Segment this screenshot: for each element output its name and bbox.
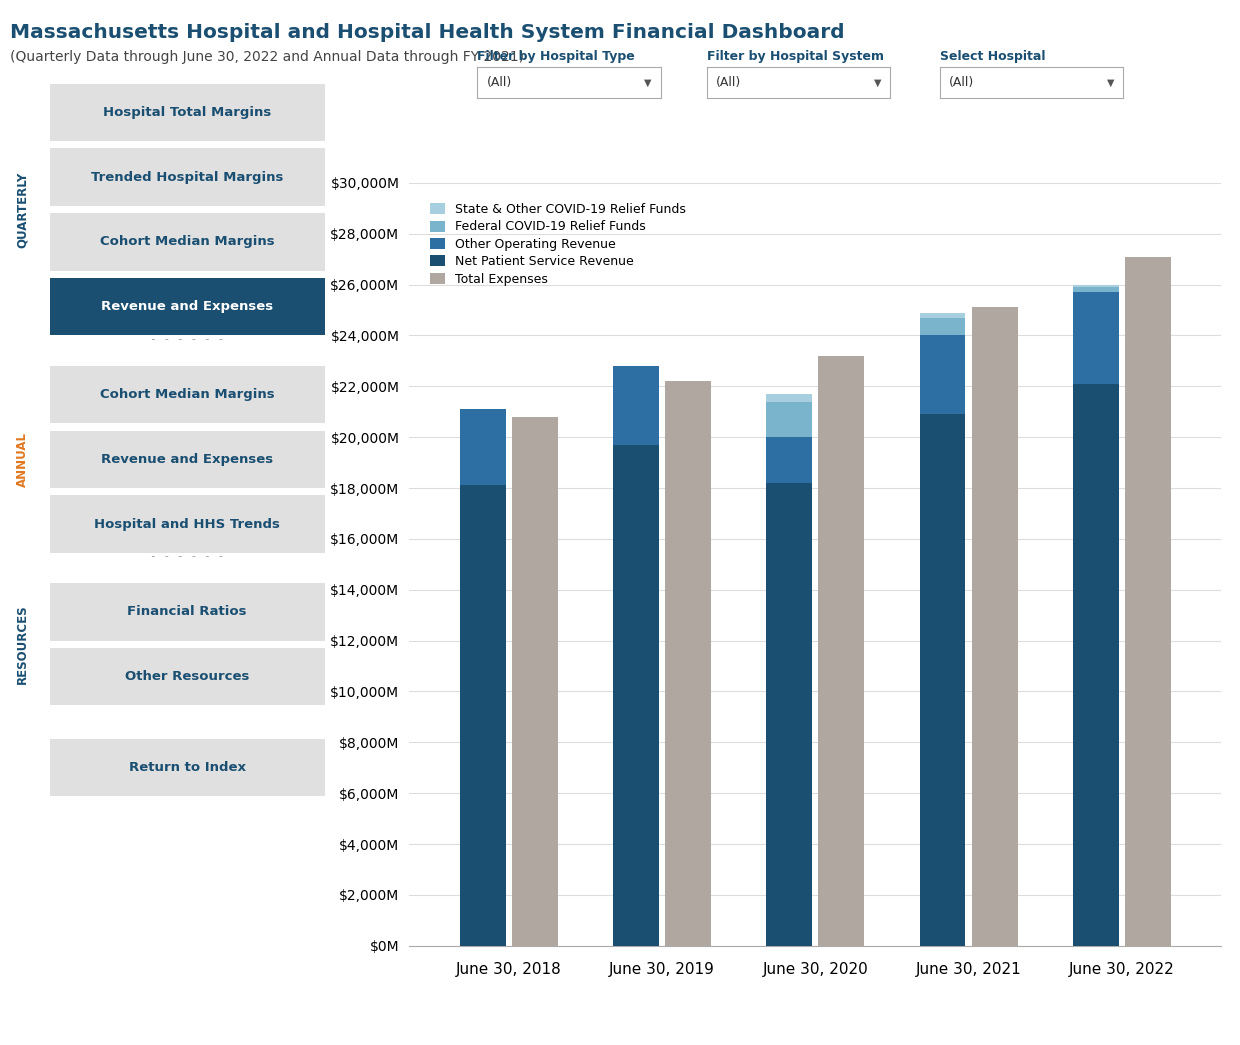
Bar <box>818 355 864 946</box>
Text: - - - - - -: - - - - - - <box>150 334 224 344</box>
Bar <box>766 483 812 946</box>
Text: (All): (All) <box>486 76 512 89</box>
Text: Revenue and Expenses: Revenue and Expenses <box>102 452 273 466</box>
Text: Hospital Total Margins: Hospital Total Margins <box>103 106 272 119</box>
Bar <box>1073 293 1118 384</box>
Bar <box>920 318 966 335</box>
Text: ▼: ▼ <box>874 77 882 88</box>
Text: Hospital and HHS Trends: Hospital and HHS Trends <box>94 517 280 531</box>
Bar <box>920 414 966 946</box>
Bar <box>1125 257 1171 946</box>
Text: Cohort Median Margins: Cohort Median Margins <box>100 388 274 401</box>
Text: (All): (All) <box>715 76 742 89</box>
Bar <box>613 366 658 445</box>
Text: (Quarterly Data through June 30, 2022 and Annual Data through FY 2021): (Quarterly Data through June 30, 2022 an… <box>10 50 525 64</box>
Bar <box>460 410 506 486</box>
Bar <box>766 437 812 483</box>
Text: Cohort Median Margins: Cohort Median Margins <box>100 235 274 249</box>
Text: QUARTERLY: QUARTERLY <box>16 171 29 248</box>
Bar <box>1073 287 1118 293</box>
Text: Massachusetts Hospital and Hospital Health System Financial Dashboard: Massachusetts Hospital and Hospital Heal… <box>10 23 844 42</box>
Text: - - - - - -: - - - - - - <box>150 552 224 561</box>
Text: Revenue and Expenses: Revenue and Expenses <box>102 300 273 314</box>
Text: Filter by Hospital System: Filter by Hospital System <box>707 50 884 63</box>
Text: RESOURCES: RESOURCES <box>16 604 29 684</box>
Text: Trended Hospital Margins: Trended Hospital Margins <box>91 170 284 184</box>
Bar <box>613 445 658 946</box>
Text: (All): (All) <box>949 76 975 89</box>
Text: Filter by Hospital Type: Filter by Hospital Type <box>477 50 635 63</box>
Bar <box>920 312 966 318</box>
Bar <box>665 381 711 946</box>
Bar <box>766 401 812 437</box>
Text: Select Hospital: Select Hospital <box>940 50 1045 63</box>
Text: ▼: ▼ <box>645 77 652 88</box>
Bar <box>920 335 966 414</box>
Text: Other Resources: Other Resources <box>125 670 249 683</box>
Text: ▼: ▼ <box>1107 77 1115 88</box>
Bar <box>460 486 506 946</box>
Bar <box>1073 384 1118 946</box>
Bar <box>972 307 1018 946</box>
Text: Financial Ratios: Financial Ratios <box>128 605 247 619</box>
Text: ANNUAL: ANNUAL <box>16 432 29 487</box>
Bar <box>512 417 558 946</box>
Bar <box>766 394 812 401</box>
Legend: State & Other COVID-19 Relief Funds, Federal COVID-19 Relief Funds, Other Operat: State & Other COVID-19 Relief Funds, Fed… <box>424 196 692 292</box>
Text: Return to Index: Return to Index <box>129 761 246 774</box>
Bar <box>1073 284 1118 287</box>
